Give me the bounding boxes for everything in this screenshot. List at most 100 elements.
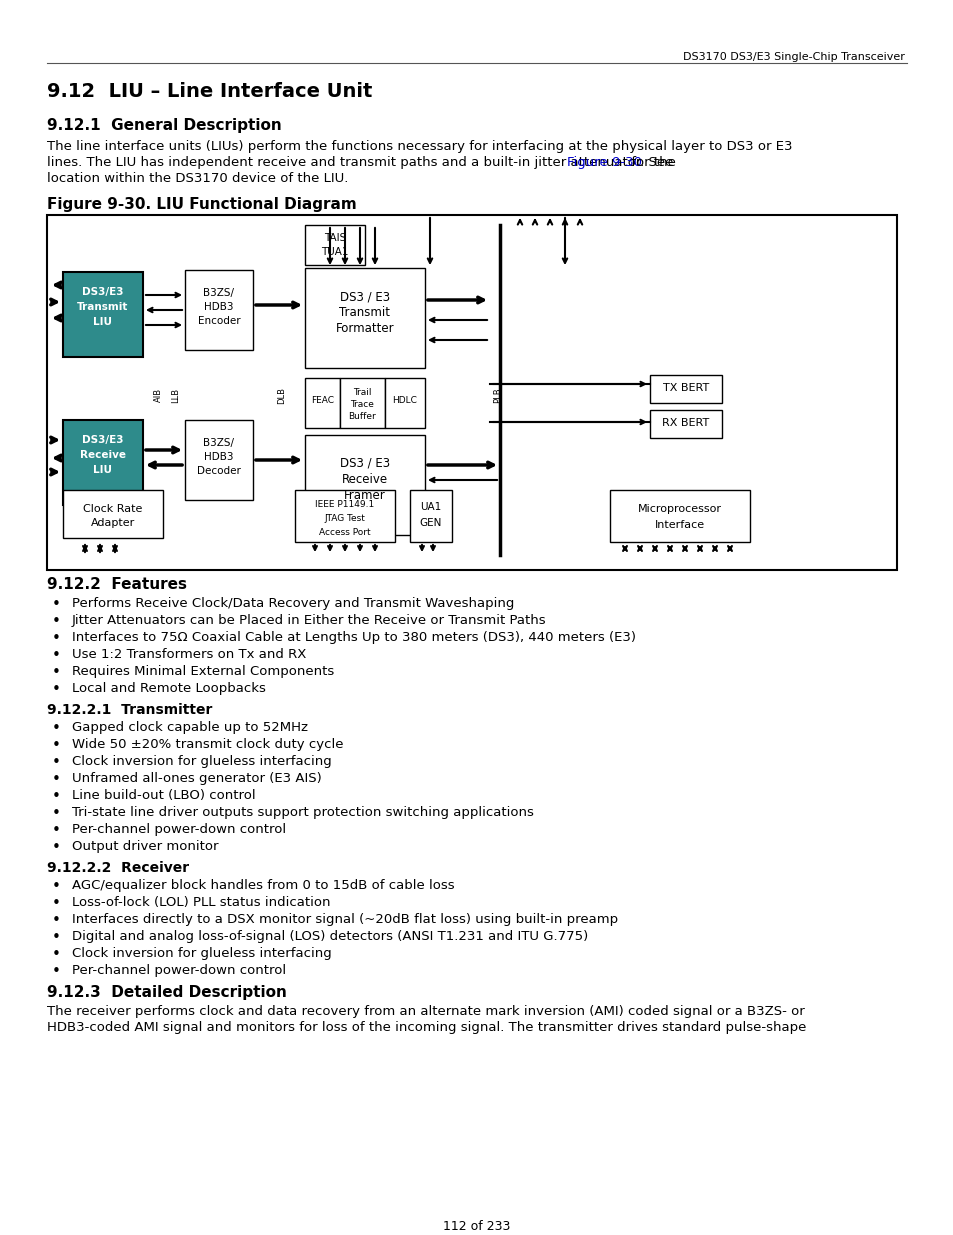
Text: AIB: AIB [153,388,162,403]
Text: Interface: Interface [655,520,704,530]
Text: Microprocessor: Microprocessor [638,504,721,514]
Text: •: • [52,823,61,839]
Text: Access Port: Access Port [319,529,371,537]
Text: Transmit: Transmit [77,303,129,312]
Text: •: • [52,965,61,979]
Text: •: • [52,930,61,945]
Text: Receive: Receive [341,473,388,487]
Text: •: • [52,739,61,753]
Text: The line interface units (LIUs) perform the functions necessary for interfacing : The line interface units (LIUs) perform … [47,140,792,153]
Text: UA1: UA1 [420,501,441,513]
Text: RX BERT: RX BERT [661,417,709,429]
Text: Gapped clock capable up to 52MHz: Gapped clock capable up to 52MHz [71,721,308,734]
Text: Trail: Trail [353,388,372,396]
Text: 9.12.2  Features: 9.12.2 Features [47,577,187,592]
Text: DS3170 DS3/E3 Single-Chip Transceiver: DS3170 DS3/E3 Single-Chip Transceiver [682,52,904,62]
Text: Encoder: Encoder [197,316,240,326]
Text: 9.12  LIU – Line Interface Unit: 9.12 LIU – Line Interface Unit [47,82,372,101]
Bar [185,420,253,500]
Text: Line build-out (LBO) control: Line build-out (LBO) control [71,789,255,802]
Bar [63,490,163,538]
Text: JTAG Test: JTAG Test [324,514,365,522]
Text: FEAC: FEAC [311,396,334,405]
Text: Clock Rate: Clock Rate [83,504,143,514]
Text: B3ZS/: B3ZS/ [203,438,234,448]
Text: •: • [52,806,61,821]
Bar [294,490,395,542]
Text: Trace: Trace [350,400,374,409]
Text: •: • [52,789,61,804]
Text: •: • [52,897,61,911]
Text: HDB3: HDB3 [204,303,233,312]
Text: Clock inversion for glueless interfacing: Clock inversion for glueless interfacing [71,947,332,960]
Bar [63,420,143,505]
Text: •: • [52,597,61,613]
Text: Per-channel power-down control: Per-channel power-down control [71,823,286,836]
Text: Figure 9-30. LIU Functional Diagram: Figure 9-30. LIU Functional Diagram [47,198,356,212]
Text: •: • [52,682,61,697]
Text: lines. The LIU has independent receive and transmit paths and a built-in jitter : lines. The LIU has independent receive a… [47,156,677,169]
Text: TAIS: TAIS [323,233,346,243]
Bar [385,378,424,429]
Text: DS3/E3: DS3/E3 [82,287,124,296]
Text: •: • [52,879,61,894]
Text: DS3 / E3: DS3 / E3 [339,290,390,303]
Text: •: • [52,755,61,769]
Bar [305,225,365,266]
Text: •: • [52,772,61,787]
Text: HDB3-coded AMI signal and monitors for loss of the incoming signal. The transmit: HDB3-coded AMI signal and monitors for l… [47,1021,805,1034]
Bar [649,410,721,438]
Bar [410,490,452,542]
Text: Adapter: Adapter [91,517,135,529]
Text: Output driver monitor: Output driver monitor [71,840,218,853]
Text: 9.12.1  General Description: 9.12.1 General Description [47,119,281,133]
Text: Formatter: Formatter [335,322,394,335]
Text: •: • [52,721,61,736]
Text: LIU: LIU [93,466,112,475]
Text: IEEE P1149.1: IEEE P1149.1 [315,500,375,509]
Bar [609,490,749,542]
Text: Decoder: Decoder [197,466,241,475]
Text: for the: for the [626,156,675,169]
Text: Unframed all-ones generator (E3 AIS): Unframed all-ones generator (E3 AIS) [71,772,321,785]
Text: Interfaces directly to a DSX monitor signal (~20dB flat loss) using built-in pre: Interfaces directly to a DSX monitor sig… [71,913,618,926]
Text: Digital and analog loss-of-signal (LOS) detectors (ANSI T1.231 and ITU G.775): Digital and analog loss-of-signal (LOS) … [71,930,588,944]
Text: •: • [52,840,61,855]
Bar [185,270,253,350]
Text: •: • [52,614,61,629]
Text: HDB3: HDB3 [204,452,233,462]
Text: HDLC: HDLC [392,396,417,405]
Text: Transmit: Transmit [339,306,390,319]
Text: 9.12.3  Detailed Description: 9.12.3 Detailed Description [47,986,287,1000]
Text: •: • [52,947,61,962]
Text: Tri-state line driver outputs support protection switching applications: Tri-state line driver outputs support pr… [71,806,534,819]
Text: B3ZS/: B3ZS/ [203,288,234,298]
Text: Jitter Attenuators can be Placed in Either the Receive or Transmit Paths: Jitter Attenuators can be Placed in Eith… [71,614,546,627]
Text: The receiver performs clock and data recovery from an alternate mark inversion (: The receiver performs clock and data rec… [47,1005,804,1018]
Text: Use 1:2 Transformers on Tx and RX: Use 1:2 Transformers on Tx and RX [71,648,306,661]
Text: •: • [52,664,61,680]
Text: Performs Receive Clock/Data Recovery and Transmit Waveshaping: Performs Receive Clock/Data Recovery and… [71,597,514,610]
Text: TUA1: TUA1 [321,247,349,257]
Text: GEN: GEN [419,517,442,529]
Text: DS3/E3: DS3/E3 [82,435,124,445]
Bar [305,268,424,368]
Text: Per-channel power-down control: Per-channel power-down control [71,965,286,977]
Text: Wide 50 ±20% transmit clock duty cycle: Wide 50 ±20% transmit clock duty cycle [71,739,343,751]
Text: 9.12.2.2  Receiver: 9.12.2.2 Receiver [47,861,189,876]
Text: Figure 9-30: Figure 9-30 [567,156,641,169]
Text: Requires Minimal External Components: Requires Minimal External Components [71,664,334,678]
Bar [339,378,385,429]
Text: PLB: PLB [493,388,502,403]
Text: DLB: DLB [277,387,286,404]
Text: TX BERT: TX BERT [662,383,708,393]
Text: •: • [52,913,61,927]
Text: Framer: Framer [344,489,385,501]
Text: 9.12.2.1  Transmitter: 9.12.2.1 Transmitter [47,703,213,718]
Text: •: • [52,631,61,646]
Bar [63,272,143,357]
Text: 112 of 233: 112 of 233 [443,1220,510,1233]
Text: location within the DS3170 device of the LIU.: location within the DS3170 device of the… [47,172,348,185]
Text: DS3 / E3: DS3 / E3 [339,457,390,471]
Text: Interfaces to 75Ω Coaxial Cable at Lengths Up to 380 meters (DS3), 440 meters (E: Interfaces to 75Ω Coaxial Cable at Lengt… [71,631,636,643]
